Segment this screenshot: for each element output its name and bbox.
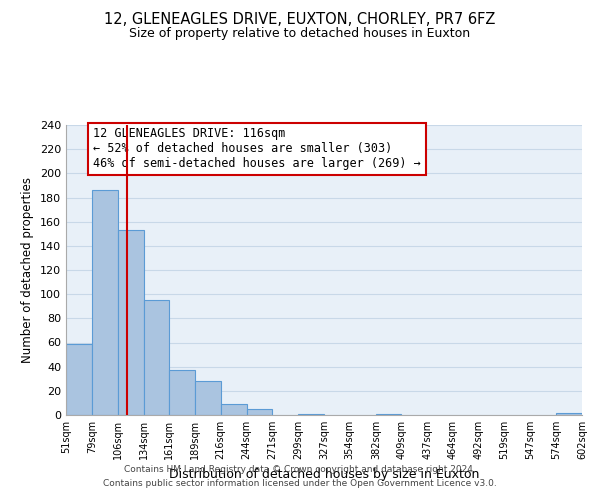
Bar — [376, 414, 401, 415]
Bar — [92, 190, 118, 415]
Bar — [169, 370, 195, 415]
Bar — [298, 414, 325, 415]
Text: Contains HM Land Registry data © Crown copyright and database right 2024.
Contai: Contains HM Land Registry data © Crown c… — [103, 466, 497, 487]
Bar — [195, 381, 221, 415]
Bar — [221, 404, 247, 415]
X-axis label: Distribution of detached houses by size in Euxton: Distribution of detached houses by size … — [169, 468, 479, 480]
Bar — [66, 344, 92, 415]
Bar — [144, 300, 169, 415]
Text: Size of property relative to detached houses in Euxton: Size of property relative to detached ho… — [130, 28, 470, 40]
Bar — [118, 230, 144, 415]
Text: 12, GLENEAGLES DRIVE, EUXTON, CHORLEY, PR7 6FZ: 12, GLENEAGLES DRIVE, EUXTON, CHORLEY, P… — [104, 12, 496, 28]
Text: 12 GLENEAGLES DRIVE: 116sqm
← 52% of detached houses are smaller (303)
46% of se: 12 GLENEAGLES DRIVE: 116sqm ← 52% of det… — [93, 128, 421, 170]
Bar — [556, 412, 582, 415]
Bar — [247, 409, 272, 415]
Y-axis label: Number of detached properties: Number of detached properties — [22, 177, 34, 363]
